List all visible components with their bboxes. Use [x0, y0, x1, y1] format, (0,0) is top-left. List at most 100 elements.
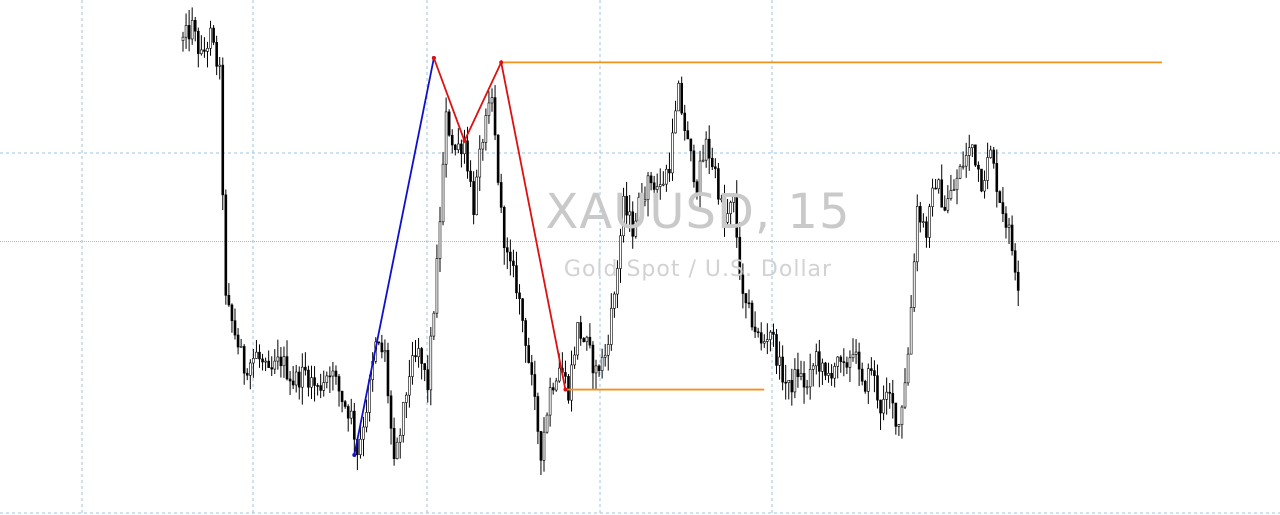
- candle-body-262: [983, 180, 986, 192]
- candle-body-0: [181, 36, 185, 41]
- zigzag-down-legs-point-3: [563, 387, 568, 392]
- zigzag-down-legs-point-0: [431, 56, 436, 60]
- candle-body-97: [478, 148, 482, 178]
- candle-body-33: [282, 356, 286, 367]
- candle-body-1: [184, 25, 188, 38]
- candle-body-194: [775, 334, 778, 366]
- zigzag-down-legs-point-1: [462, 138, 467, 143]
- candle-body-164: [683, 112, 687, 131]
- candle-body-45: [319, 385, 322, 391]
- candle-body-30: [273, 360, 277, 370]
- candle-body-245: [931, 187, 934, 207]
- candle-body-267: [998, 191, 1002, 203]
- candle-body-252: [952, 189, 956, 191]
- candle-body-26: [261, 358, 264, 363]
- candle-body-22: [249, 362, 252, 376]
- candle-body-18: [236, 334, 240, 348]
- candle-body-29: [270, 367, 274, 370]
- candle-body-54: [346, 406, 350, 419]
- candle-body-81: [429, 335, 433, 391]
- candle-body-19: [239, 346, 243, 348]
- candle-body-42: [310, 377, 313, 388]
- candle-body-174: [714, 166, 717, 169]
- candle-body-173: [710, 157, 714, 168]
- candle-body-244: [928, 206, 931, 238]
- candle-body-104: [499, 182, 503, 208]
- candle-body-129: [576, 322, 579, 356]
- candle-body-117: [539, 431, 543, 461]
- candle-body-216: [842, 361, 846, 363]
- candle-body-122: [554, 380, 558, 391]
- candle-body-202: [799, 373, 803, 377]
- candle-body-17: [233, 320, 237, 336]
- candle-body-175: [717, 168, 720, 200]
- candle-body-145: [625, 195, 628, 216]
- candle-body-259: [974, 144, 977, 166]
- candle-body-72: [401, 402, 405, 436]
- candle-body-179: [729, 202, 732, 214]
- candle-body-249: [943, 206, 947, 211]
- candle-body-131: [582, 338, 586, 343]
- candle-body-94: [469, 170, 472, 182]
- candle-body-241: [919, 206, 922, 223]
- candle-body-90: [457, 143, 460, 151]
- candle-body-32: [279, 356, 283, 367]
- candle-body-118: [542, 431, 546, 461]
- candle-body-88: [450, 134, 454, 146]
- candle-body-247: [937, 179, 940, 190]
- candle-body-44: [316, 385, 319, 387]
- candle-body-198: [787, 379, 791, 384]
- candle-body-154: [652, 182, 656, 190]
- candle-body-232: [891, 392, 895, 404]
- candle-body-240: [915, 206, 919, 263]
- candle-body-133: [588, 336, 592, 346]
- candle-body-2: [187, 25, 191, 40]
- candle-body-143: [619, 235, 622, 269]
- candle-body-31: [276, 356, 280, 362]
- candle-body-263: [986, 157, 989, 181]
- candle-body-201: [796, 369, 800, 377]
- candle-body-48: [328, 375, 332, 378]
- candle-body-146: [628, 211, 631, 216]
- zigzag-down-legs: [433, 57, 567, 390]
- candle-body-130: [579, 322, 583, 339]
- candle-body-176: [720, 198, 723, 201]
- candle-body-207: [814, 351, 818, 367]
- candle-body-238: [909, 307, 913, 355]
- candle-body-250: [946, 198, 950, 211]
- candle-body-38: [297, 371, 301, 388]
- candle-body-49: [331, 370, 335, 377]
- zigzag-up-leg-point-0: [352, 453, 357, 457]
- candle-body-248: [940, 179, 944, 208]
- candle-body-147: [631, 211, 635, 237]
- candle-body-140: [610, 308, 613, 345]
- candle-body-254: [958, 166, 962, 179]
- candle-body-96: [475, 176, 479, 215]
- candle-body-115: [533, 374, 537, 397]
- candle-body-153: [649, 175, 653, 184]
- candle-body-123: [558, 367, 561, 382]
- candle-body-89: [453, 144, 457, 151]
- candle-body-69: [392, 428, 396, 459]
- candle-body-193: [772, 331, 775, 335]
- candle-body-255: [961, 165, 965, 168]
- candle-body-229: [882, 399, 885, 414]
- candle-body-184: [744, 293, 748, 304]
- candle-body-162: [677, 82, 680, 112]
- candle-body-233: [894, 402, 898, 427]
- candle-body-6: [200, 49, 203, 54]
- candle-body-66: [383, 350, 387, 353]
- candle-body-3: [190, 20, 194, 40]
- candle-body-189: [759, 332, 763, 344]
- candle-body-185: [747, 302, 751, 305]
- candle-body-46: [322, 382, 326, 391]
- candle-body-121: [551, 387, 555, 391]
- candle-body-228: [879, 399, 882, 414]
- candle-body-78: [420, 348, 423, 364]
- candle-body-152: [646, 175, 650, 200]
- candle-body-243: [925, 221, 928, 238]
- candle-body-226: [873, 370, 876, 376]
- candle-body-134: [591, 344, 595, 374]
